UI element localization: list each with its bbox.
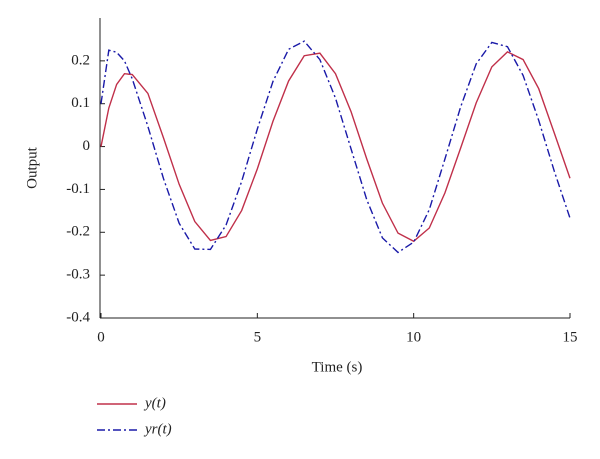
series-line xyxy=(100,51,571,243)
y-tick-label: -0.4 xyxy=(66,309,90,325)
legend-label: y(t) xyxy=(143,395,166,411)
y-tick-label: -0.1 xyxy=(66,181,90,197)
x-tick-label: 15 xyxy=(563,329,578,345)
y-tick-label: 0.2 xyxy=(71,52,90,68)
x-tick-label: 10 xyxy=(406,329,421,345)
x-tick-label: 5 xyxy=(254,329,262,345)
x-tick-label: 0 xyxy=(97,329,105,345)
x-axis-label: Time (s) xyxy=(312,359,363,375)
y-tick-label: -0.2 xyxy=(66,224,90,240)
y-tick-label: -0.3 xyxy=(66,267,90,283)
legend-label: yr(t) xyxy=(143,421,172,437)
y-axis-label: Output xyxy=(24,146,40,189)
series-line xyxy=(100,40,571,254)
y-tick-label: 0 xyxy=(83,138,91,154)
y-tick-label: 0.1 xyxy=(71,95,90,111)
